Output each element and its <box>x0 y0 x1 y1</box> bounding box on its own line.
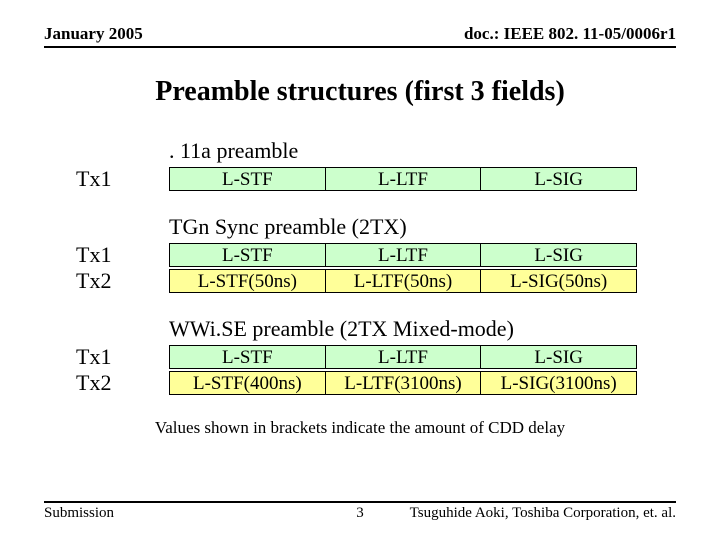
field-box: L-SIG <box>481 167 637 191</box>
tx-label: Tx2 <box>44 268 169 294</box>
field-box: L-STF <box>169 243 326 267</box>
field-box: L-SIG(3100ns) <box>481 371 637 395</box>
sections-container: . 11a preambleTx1L-STFL-LTFL-SIGTGn Sync… <box>44 138 676 396</box>
footnote: Values shown in brackets indicate the am… <box>44 418 676 438</box>
section-label: . 11a preamble <box>169 138 676 164</box>
preamble-row: Tx2L-STF(50ns)L-LTF(50ns)L-SIG(50ns) <box>44 268 676 294</box>
field-box: L-STF(400ns) <box>169 371 326 395</box>
footer-author: Tsuguhide Aoki, Toshiba Corporation, et.… <box>410 505 676 522</box>
section-label: WWi.SE preamble (2TX Mixed-mode) <box>169 316 676 342</box>
field-box: L-STF <box>169 345 326 369</box>
header-date: January 2005 <box>44 24 143 44</box>
header-doc-id: doc.: IEEE 802. 11-05/0006r1 <box>464 24 676 44</box>
field-boxes: L-STFL-LTFL-SIG <box>169 345 637 369</box>
field-box: L-STF <box>169 167 326 191</box>
field-boxes: L-STFL-LTFL-SIG <box>169 243 637 267</box>
preamble-section: . 11a preambleTx1L-STFL-LTFL-SIG <box>44 138 676 192</box>
page-title: Preamble structures (first 3 fields) <box>44 76 676 108</box>
preamble-section: WWi.SE preamble (2TX Mixed-mode)Tx1L-STF… <box>44 316 676 396</box>
tx-label: Tx2 <box>44 370 169 396</box>
tx-label: Tx1 <box>44 242 169 268</box>
section-label: TGn Sync preamble (2TX) <box>169 214 676 240</box>
field-box: L-SIG(50ns) <box>481 269 637 293</box>
preamble-row: Tx1L-STFL-LTFL-SIG <box>44 166 676 192</box>
footer: Submission 3 Tsuguhide Aoki, Toshiba Cor… <box>44 501 676 522</box>
preamble-section: TGn Sync preamble (2TX)Tx1L-STFL-LTFL-SI… <box>44 214 676 294</box>
field-box: L-LTF <box>326 243 482 267</box>
field-boxes: L-STFL-LTFL-SIG <box>169 167 637 191</box>
preamble-row: Tx2L-STF(400ns)L-LTF(3100ns)L-SIG(3100ns… <box>44 370 676 396</box>
field-box: L-LTF <box>326 167 482 191</box>
field-box: L-LTF(3100ns) <box>326 371 482 395</box>
footer-left: Submission <box>44 505 114 522</box>
field-box: L-SIG <box>481 345 637 369</box>
field-box: L-SIG <box>481 243 637 267</box>
tx-label: Tx1 <box>44 166 169 192</box>
preamble-row: Tx1L-STFL-LTFL-SIG <box>44 344 676 370</box>
field-box: L-STF(50ns) <box>169 269 326 293</box>
header: January 2005 doc.: IEEE 802. 11-05/0006r… <box>44 24 676 48</box>
tx-label: Tx1 <box>44 344 169 370</box>
field-box: L-LTF(50ns) <box>326 269 482 293</box>
field-boxes: L-STF(50ns)L-LTF(50ns)L-SIG(50ns) <box>169 269 637 293</box>
field-box: L-LTF <box>326 345 482 369</box>
preamble-row: Tx1L-STFL-LTFL-SIG <box>44 242 676 268</box>
field-boxes: L-STF(400ns)L-LTF(3100ns)L-SIG(3100ns) <box>169 371 637 395</box>
